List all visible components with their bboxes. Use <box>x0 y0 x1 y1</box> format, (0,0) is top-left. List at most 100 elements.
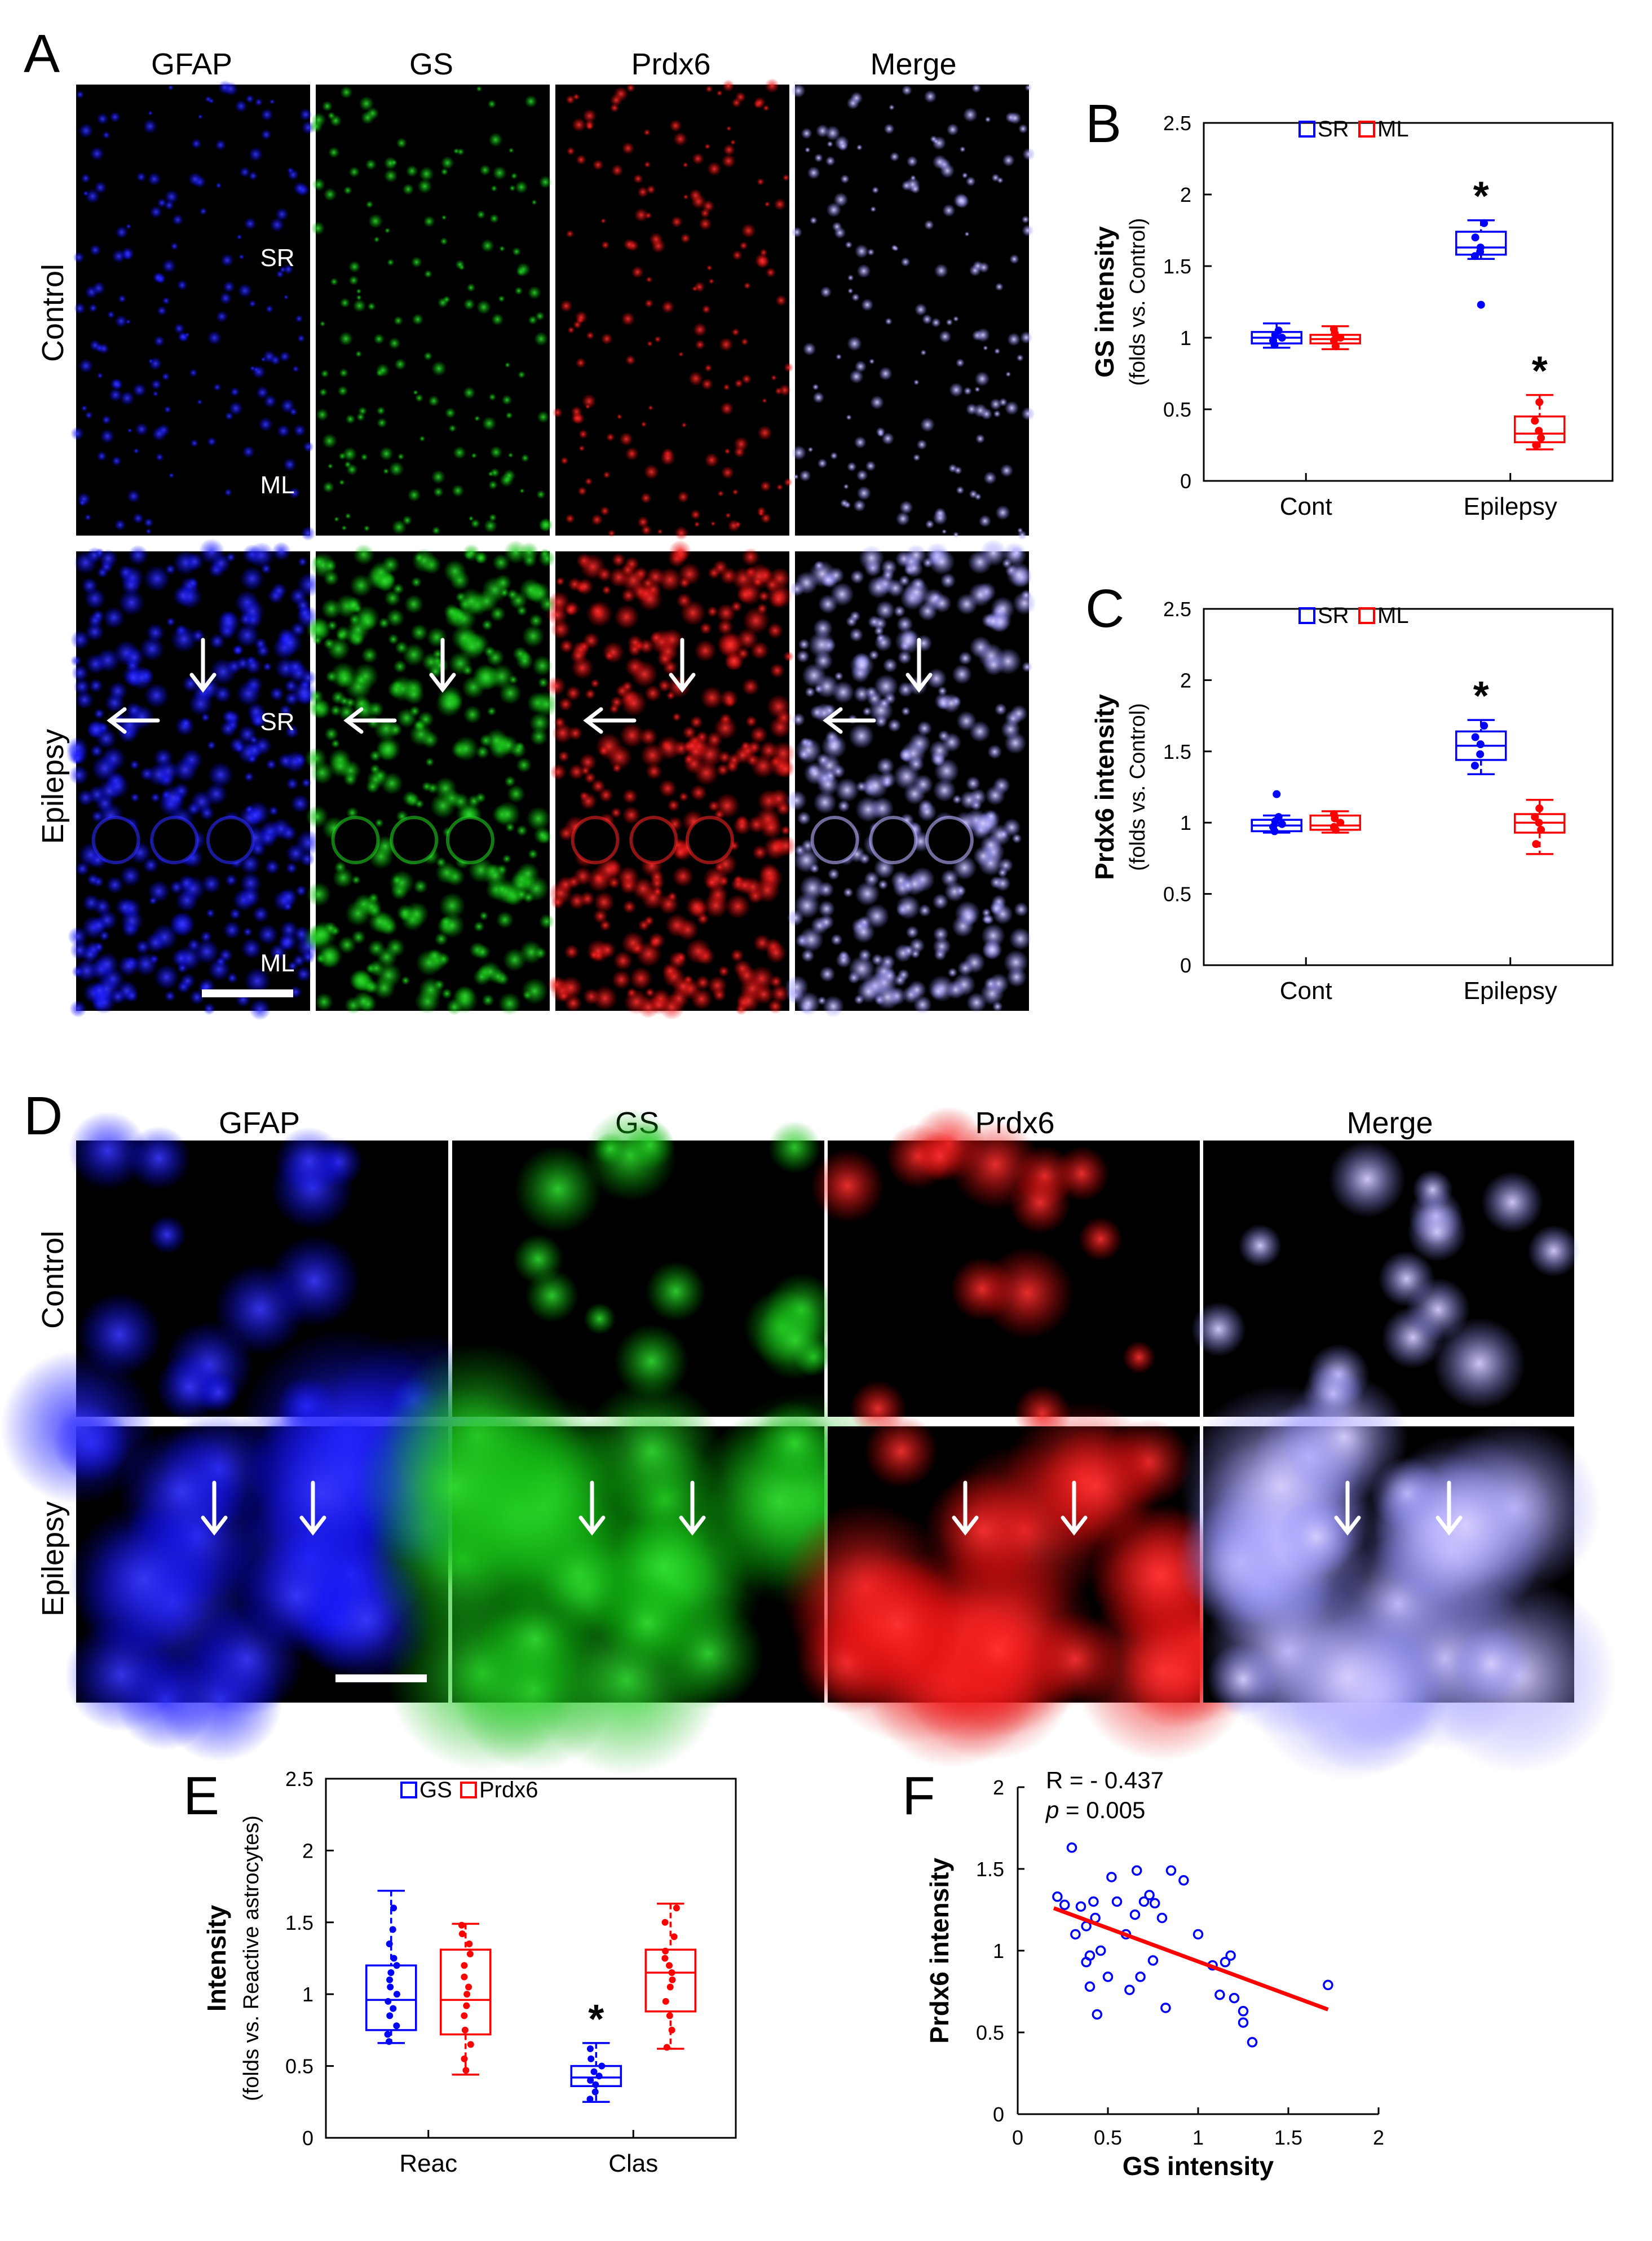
cell-blob <box>849 652 874 678</box>
cell-blob <box>338 935 356 954</box>
cell-blob <box>978 262 990 273</box>
cell-blob <box>242 927 253 937</box>
cell-blob <box>567 577 582 591</box>
cell-blob <box>245 741 263 759</box>
y-tick-label: 1.5 <box>1163 255 1191 278</box>
arrow-icon <box>583 707 637 734</box>
cell-blob <box>765 78 780 94</box>
cell-blob <box>120 390 135 406</box>
cell-blob <box>516 862 540 886</box>
cell-blob <box>591 779 606 794</box>
panel-letter-c: C <box>1085 578 1124 639</box>
cell-blob <box>678 577 691 589</box>
cell-blob <box>431 470 445 484</box>
data-point <box>1274 326 1283 335</box>
cell-blob <box>441 988 453 1000</box>
cell-blob <box>147 172 161 186</box>
cell-blob <box>878 879 889 890</box>
cell-blob <box>918 904 931 917</box>
cell-blob <box>572 117 586 132</box>
y-tick-label: 1 <box>302 1983 313 2006</box>
cell-blob <box>730 948 744 962</box>
cell-blob <box>916 439 927 450</box>
cell-blob <box>677 491 690 503</box>
cell-blob <box>871 953 884 966</box>
region-label-sr: SR <box>260 244 294 272</box>
cell-blob <box>276 424 290 438</box>
cell-blob <box>338 479 345 485</box>
cell-blob <box>581 394 597 409</box>
cell-blob <box>353 991 374 1012</box>
cell-blob <box>972 813 993 834</box>
box-sr-epilepsy <box>1455 719 1507 775</box>
cell-blob <box>448 424 457 432</box>
cell-blob <box>376 736 401 762</box>
cell-blob <box>794 844 806 856</box>
cell-blob <box>990 902 1002 915</box>
cell-blob <box>172 585 195 607</box>
cell-blob <box>952 531 959 538</box>
data-point <box>386 1941 393 1948</box>
cell-blob <box>1191 1301 1246 1357</box>
cell-blob <box>240 566 264 591</box>
cell-blob <box>1276 1497 1356 1576</box>
correlation-annotation: R = - 0.437 <box>1046 1767 1164 1793</box>
region-label-sr: SR <box>260 708 294 736</box>
cell-blob <box>901 706 911 716</box>
cell-blob <box>851 293 860 302</box>
cell-blob <box>507 452 514 458</box>
cell-blob <box>899 747 914 762</box>
cell-blob <box>983 471 997 485</box>
cell-blob <box>92 281 105 295</box>
cell-blob <box>219 291 232 305</box>
data-point <box>393 1962 400 1969</box>
cell-blob <box>599 919 611 931</box>
cell-blob <box>625 447 639 461</box>
cell-blob <box>148 110 153 116</box>
cell-blob <box>176 279 188 291</box>
cell-blob <box>234 742 245 753</box>
cell-blob <box>1018 123 1028 134</box>
cell-blob <box>718 965 730 977</box>
cell-blob <box>637 586 663 612</box>
cell-blob <box>293 753 307 767</box>
cell-blob <box>536 489 546 500</box>
cell-blob <box>196 399 203 405</box>
cell-blob <box>831 1558 964 1691</box>
cell-blob <box>992 1001 1003 1012</box>
cell-blob <box>960 908 978 926</box>
cell-blob <box>360 453 368 461</box>
cell-blob <box>283 294 289 300</box>
data-point <box>663 2044 670 2051</box>
cell-blob <box>169 911 196 937</box>
cell-blob <box>889 152 900 162</box>
cell-blob <box>127 545 149 565</box>
cell-blob <box>913 379 920 386</box>
cell-blob <box>589 950 599 960</box>
cell-blob <box>127 428 132 434</box>
cell-blob <box>488 132 503 147</box>
cell-blob <box>760 512 772 524</box>
cell-blob <box>223 280 235 293</box>
cell-blob <box>1002 818 1021 837</box>
vessel-lumen <box>91 816 140 864</box>
cell-blob <box>571 656 594 679</box>
scatter-point <box>1088 1896 1099 1907</box>
cell-blob <box>625 355 636 365</box>
cell-blob <box>312 178 326 191</box>
data-point <box>1274 813 1283 821</box>
cell-blob <box>114 519 126 531</box>
micrograph-epilepsy-merge <box>784 539 1036 1018</box>
cell-blob <box>590 678 600 688</box>
cell-blob <box>670 216 683 228</box>
cell-blob <box>621 142 635 155</box>
cell-blob <box>697 741 723 768</box>
cell-blob <box>694 639 717 662</box>
cell-blob <box>227 972 238 984</box>
cell-blob <box>240 886 261 907</box>
cell-blob <box>990 876 1003 889</box>
arrow-icon <box>952 1480 979 1536</box>
cell-blob <box>955 885 966 896</box>
cell-blob <box>473 921 485 932</box>
cell-blob <box>598 745 609 756</box>
